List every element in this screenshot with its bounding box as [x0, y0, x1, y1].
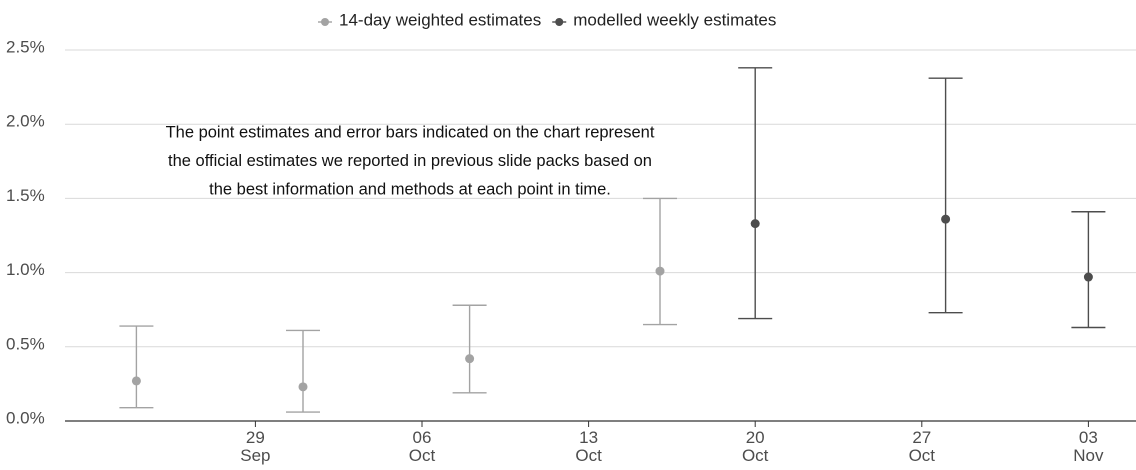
annotation: the best information and methods at each…: [209, 180, 611, 198]
legend-dot: [555, 18, 564, 26]
point: [298, 382, 308, 392]
annotation: The point estimates and error bars indic…: [166, 123, 655, 141]
x-tick-label: 06 Oct: [408, 428, 436, 465]
x-tick-label: 27 Oct: [908, 428, 936, 465]
point: [131, 376, 141, 386]
legend-dot: [321, 18, 329, 26]
x-tick-label: 29 Sep: [240, 428, 271, 465]
annotation: the official estimates we reported in pr…: [168, 152, 652, 170]
point: [750, 219, 760, 229]
point: [465, 354, 475, 364]
y-tick-label: 0.5%: [6, 334, 45, 353]
point: [1083, 272, 1093, 282]
y-tick-label: 0.0%: [6, 408, 45, 427]
legend-label: 14-day weighted estimates: [339, 10, 541, 29]
y-tick-label: 2.5%: [6, 37, 45, 56]
legend: 14-day weighted estimates modelled weekly…: [318, 10, 776, 29]
point: [941, 214, 951, 224]
point: [655, 266, 665, 276]
y-tick-label: 1.0%: [6, 260, 45, 279]
y-tick-label: 2.0%: [6, 112, 45, 131]
y-tick-label: 1.5%: [6, 186, 45, 205]
x-tick-label: 20 Oct: [741, 428, 769, 465]
x-tick-label: 03 Nov: [1073, 428, 1104, 465]
x-tick-label: 13 Oct: [575, 428, 602, 465]
legend-label: modelled weekly estimates: [573, 10, 776, 29]
